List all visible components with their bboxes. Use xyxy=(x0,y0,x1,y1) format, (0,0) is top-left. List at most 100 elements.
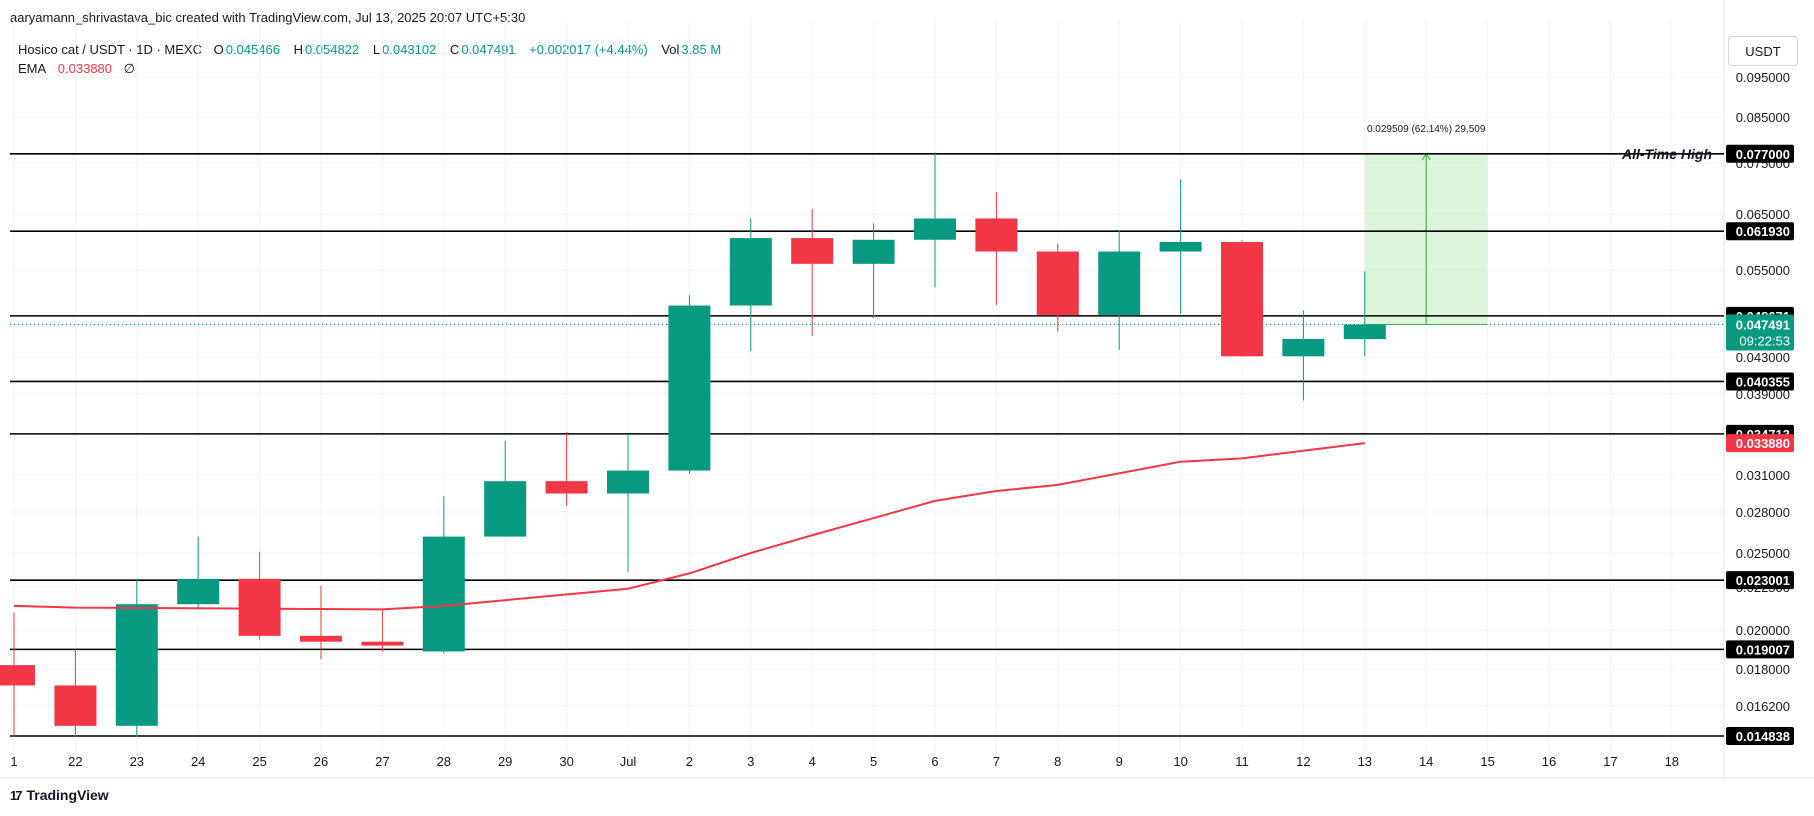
candle-body xyxy=(361,641,404,646)
level-price-label: 0.014838 xyxy=(1736,729,1790,744)
currency-button[interactable]: USDT xyxy=(1728,36,1798,66)
legend-ema-row: EMA 0.033880 ∅ xyxy=(18,59,731,78)
time-tick-label: 9 xyxy=(1116,754,1123,769)
time-tick-label: 8 xyxy=(1054,754,1061,769)
ema-price-badge xyxy=(1726,434,1794,453)
candle-body xyxy=(1098,251,1141,315)
level-price-label: 0.061930 xyxy=(1736,224,1790,239)
level-price-badge xyxy=(1726,144,1794,163)
ema-label[interactable]: EMA xyxy=(18,61,47,76)
time-tick-label: 18 xyxy=(1665,754,1679,769)
candle-body xyxy=(1036,251,1079,315)
time-tick-label: 2 xyxy=(686,754,693,769)
time-tick-label: 1 xyxy=(10,754,17,769)
price-tick-label: 0.020000 xyxy=(1736,623,1790,638)
time-tick-label: 6 xyxy=(931,754,938,769)
candle-body xyxy=(975,218,1018,252)
open-value: 0.045466 xyxy=(225,42,280,57)
time-tick-label: 17 xyxy=(1603,754,1617,769)
time-tick-label: 12 xyxy=(1296,754,1310,769)
countdown-label: 09:22:53 xyxy=(1739,333,1790,348)
time-tick-label: 25 xyxy=(252,754,266,769)
attribution-text: aaryamann_shrivastava_bic created with T… xyxy=(10,10,526,25)
ema-hidden-icon[interactable]: ∅ xyxy=(123,61,135,76)
legend-ohlc-row: Hosico cat / USDT · 1D · MEXC O 0.045466 … xyxy=(18,40,731,59)
price-tick-label: 0.028000 xyxy=(1736,505,1790,520)
candle-body xyxy=(54,685,97,726)
volume-value: 3.85 M xyxy=(681,42,722,57)
level-price-label: 0.040355 xyxy=(1736,374,1790,389)
candles xyxy=(0,152,1386,737)
time-tick-label: 7 xyxy=(993,754,1000,769)
candle-body xyxy=(238,578,281,636)
open-label: O xyxy=(213,42,224,57)
ema-value: 0.033880 xyxy=(57,61,113,76)
time-tick-label: 5 xyxy=(870,754,877,769)
candle-body xyxy=(1221,242,1263,357)
time-tick-label: 24 xyxy=(191,754,205,769)
time-tick-label: 29 xyxy=(498,754,512,769)
low-value: 0.043102 xyxy=(382,42,437,57)
time-tick-label: 10 xyxy=(1173,754,1187,769)
all-time-high-annotation: All-Time High xyxy=(1621,146,1712,162)
tradingview-brand: TradingView xyxy=(26,787,109,803)
candle-body xyxy=(852,239,895,264)
time-tick-label: 22 xyxy=(68,754,82,769)
price-tick-label: 0.043000 xyxy=(1736,350,1790,365)
price-axis: 0.0950000.0850000.0750000.0650000.055000… xyxy=(1726,70,1794,745)
tradingview-logo[interactable]: 17 TradingView xyxy=(10,787,109,803)
time-tick-label: 28 xyxy=(437,754,451,769)
level-price-badge xyxy=(1726,640,1794,659)
level-price-label: 0.019007 xyxy=(1736,642,1790,657)
horizontal-levels: All-Time High xyxy=(10,146,1724,737)
time-tick-label: 11 xyxy=(1235,754,1249,769)
close-value: 0.047491 xyxy=(461,42,516,57)
ema-line xyxy=(13,442,1365,611)
measure-label: 0.029509 (62.14%) 29,509 xyxy=(1367,124,1486,135)
change-value: +0.002017 (+4.44%) xyxy=(529,42,648,57)
price-tick-label: 0.018000 xyxy=(1736,662,1790,677)
candle-body xyxy=(1282,338,1325,357)
price-tick-label: 0.055000 xyxy=(1736,263,1790,278)
candle-body xyxy=(791,238,834,264)
chart-legend: Hosico cat / USDT · 1D · MEXC O 0.045466 … xyxy=(18,40,731,78)
level-price-badge xyxy=(1726,222,1794,241)
candle-body xyxy=(607,470,649,494)
candle-body xyxy=(1159,242,1202,252)
candle-body xyxy=(729,238,772,306)
time-tick-label: 15 xyxy=(1480,754,1494,769)
price-range-measure: 0.029509 (62.14%) 29,509 xyxy=(1364,124,1488,325)
candle-body xyxy=(545,481,588,494)
time-tick-label: Jul xyxy=(620,754,637,769)
time-tick-label: 30 xyxy=(559,754,573,769)
level-price-badge xyxy=(1726,727,1794,745)
candle-body xyxy=(422,536,465,652)
time-tick-label: 23 xyxy=(130,754,144,769)
candle-body xyxy=(668,305,711,471)
chart-grid xyxy=(0,0,1814,779)
high-label: H xyxy=(293,42,303,57)
last-price-label: 0.047491 xyxy=(1736,317,1790,332)
candle-body xyxy=(914,218,956,240)
level-price-badge xyxy=(1726,372,1794,391)
symbol-title[interactable]: Hosico cat / USDT · 1D · MEXC xyxy=(18,42,202,57)
price-tick-label: 0.085000 xyxy=(1736,110,1790,125)
price-tick-label: 0.031000 xyxy=(1736,468,1790,483)
high-value: 0.054822 xyxy=(304,42,360,57)
price-tick-label: 0.025000 xyxy=(1736,546,1790,561)
price-tick-label: 0.016200 xyxy=(1736,699,1790,714)
time-tick-label: 16 xyxy=(1542,754,1556,769)
candle-body xyxy=(1343,324,1386,340)
close-label: C xyxy=(449,42,460,57)
price-tick-label: 0.065000 xyxy=(1736,207,1790,222)
low-label: L xyxy=(372,42,381,57)
level-price-label: 0.077000 xyxy=(1736,147,1790,162)
candle-body xyxy=(300,635,342,642)
ema-price-label: 0.033880 xyxy=(1736,436,1790,451)
time-axis: 1 22 23 24 25 26 27 28 29 30 Jul 2 3 4 5 6 7 8 9 10 11 12 13 14… xyxy=(10,754,1679,769)
price-tick-label: 0.095000 xyxy=(1736,70,1790,85)
time-tick-label: 13 xyxy=(1358,754,1372,769)
volume-label: Vol xyxy=(661,42,680,57)
time-tick-label: 27 xyxy=(375,754,389,769)
